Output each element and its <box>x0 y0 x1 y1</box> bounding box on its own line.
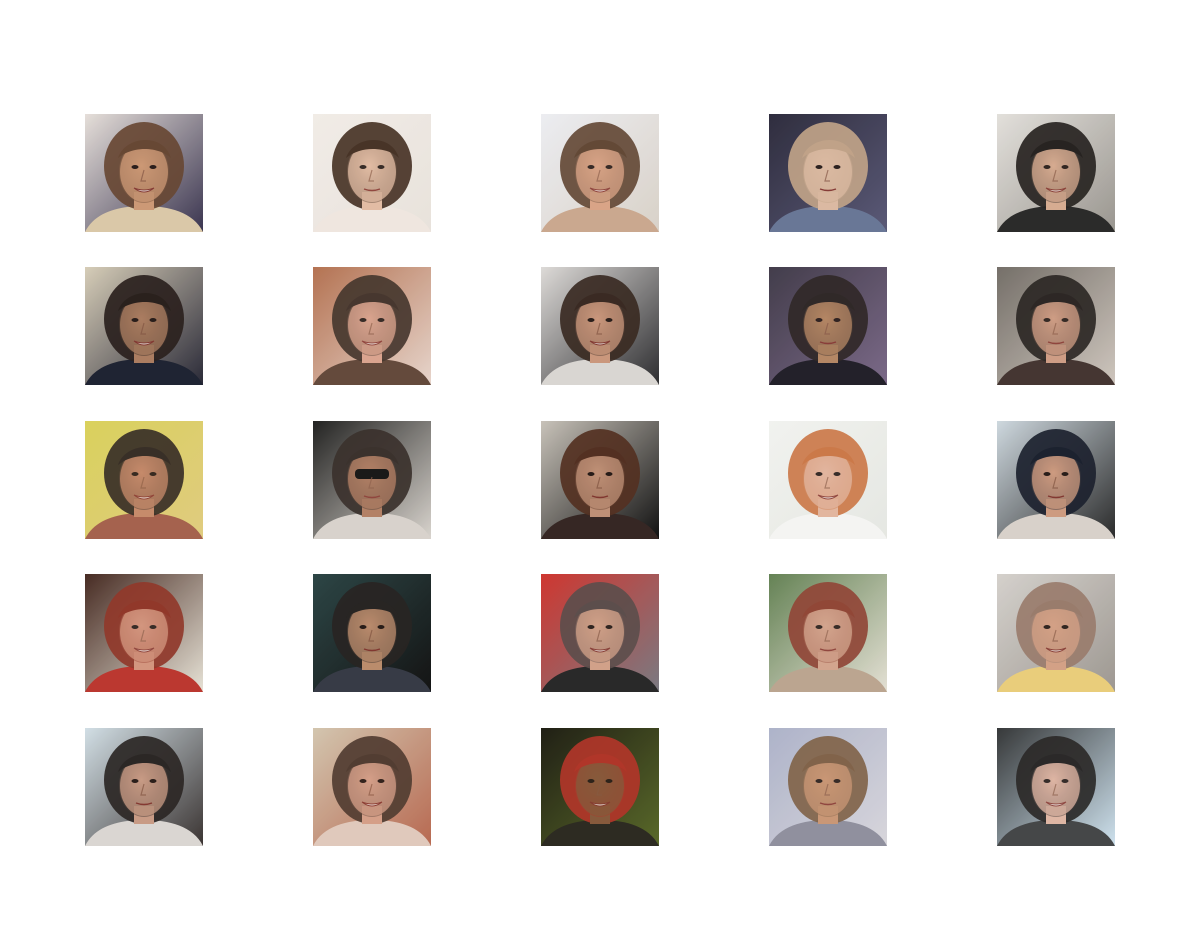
face-sample-r4-c2 <box>313 574 431 692</box>
face-sample-r1-c4 <box>769 114 887 232</box>
face-sample-r1-c1 <box>85 114 203 232</box>
face-sample-r1-c3 <box>541 114 659 232</box>
face-sample-r3-c3 <box>541 421 659 539</box>
face-sample-r1-c5 <box>997 114 1115 232</box>
face-sample-r2-c4 <box>769 267 887 385</box>
face-sample-r3-c4 <box>769 421 887 539</box>
face-sample-r3-c2 <box>313 421 431 539</box>
face-sample-r3-c1 <box>85 421 203 539</box>
face-sample-r2-c5 <box>997 267 1115 385</box>
face-sample-r5-c5 <box>997 728 1115 846</box>
face-sample-r5-c3 <box>541 728 659 846</box>
face-sample-r2-c3 <box>541 267 659 385</box>
face-sample-r4-c3 <box>541 574 659 692</box>
face-sample-r4-c5 <box>997 574 1115 692</box>
face-sample-r2-c2 <box>313 267 431 385</box>
face-sample-r5-c2 <box>313 728 431 846</box>
face-sample-r2-c1 <box>85 267 203 385</box>
face-sample-r5-c1 <box>85 728 203 846</box>
face-sample-r1-c2 <box>313 114 431 232</box>
face-sample-r5-c4 <box>769 728 887 846</box>
face-sample-r3-c5 <box>997 421 1115 539</box>
face-sample-r4-c4 <box>769 574 887 692</box>
face-sample-r4-c1 <box>85 574 203 692</box>
